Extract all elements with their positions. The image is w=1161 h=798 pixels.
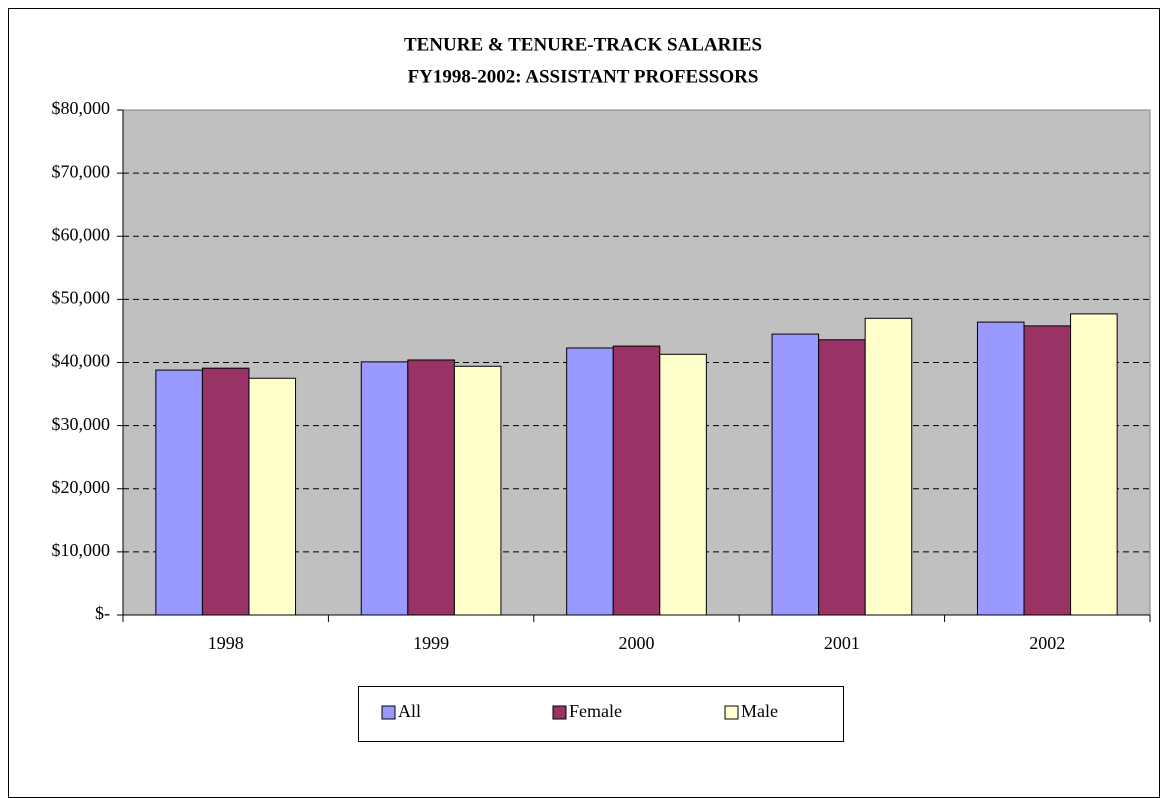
bar bbox=[1070, 313, 1118, 616]
bar bbox=[659, 353, 707, 616]
bar bbox=[155, 369, 203, 616]
legend-label: Male bbox=[741, 701, 778, 721]
y-tick-label: $40,000 bbox=[52, 351, 111, 371]
y-tick-label: $30,000 bbox=[52, 414, 111, 434]
x-tick-label: 2000 bbox=[619, 633, 655, 653]
y-tick-label: $50,000 bbox=[52, 288, 111, 308]
bar bbox=[818, 339, 866, 616]
bar bbox=[248, 377, 297, 616]
y-tick-label: $80,000 bbox=[52, 98, 111, 118]
x-tick-label: 2001 bbox=[824, 633, 860, 653]
bar bbox=[453, 365, 502, 616]
legend-swatch bbox=[724, 705, 739, 720]
bar bbox=[771, 333, 820, 616]
bar bbox=[864, 317, 913, 616]
bar bbox=[201, 367, 250, 616]
bar bbox=[612, 345, 661, 616]
y-tick-label: $20,000 bbox=[52, 477, 111, 497]
chart-subtitle: FY1998-2002: ASSISTANT PROFESSORS bbox=[408, 66, 759, 87]
legend-swatch bbox=[381, 705, 396, 720]
y-tick-label: $- bbox=[95, 603, 110, 623]
legend-box bbox=[358, 686, 844, 742]
y-tick-label: $60,000 bbox=[52, 224, 111, 244]
legend-label: Female bbox=[569, 701, 622, 721]
y-tick-label: $70,000 bbox=[52, 161, 111, 181]
bar bbox=[566, 347, 614, 616]
bar bbox=[1023, 325, 1072, 616]
x-tick-label: 1998 bbox=[208, 633, 244, 653]
x-tick-label: 1999 bbox=[413, 633, 449, 653]
y-tick-label: $10,000 bbox=[52, 540, 111, 560]
legend-label: All bbox=[398, 701, 421, 721]
bar bbox=[360, 361, 409, 616]
x-tick-label: 2002 bbox=[1029, 633, 1065, 653]
bar bbox=[407, 359, 455, 616]
chart-title: TENURE & TENURE-TRACK SALARIES bbox=[404, 34, 762, 55]
bar bbox=[976, 321, 1025, 616]
legend-swatch bbox=[552, 705, 567, 720]
